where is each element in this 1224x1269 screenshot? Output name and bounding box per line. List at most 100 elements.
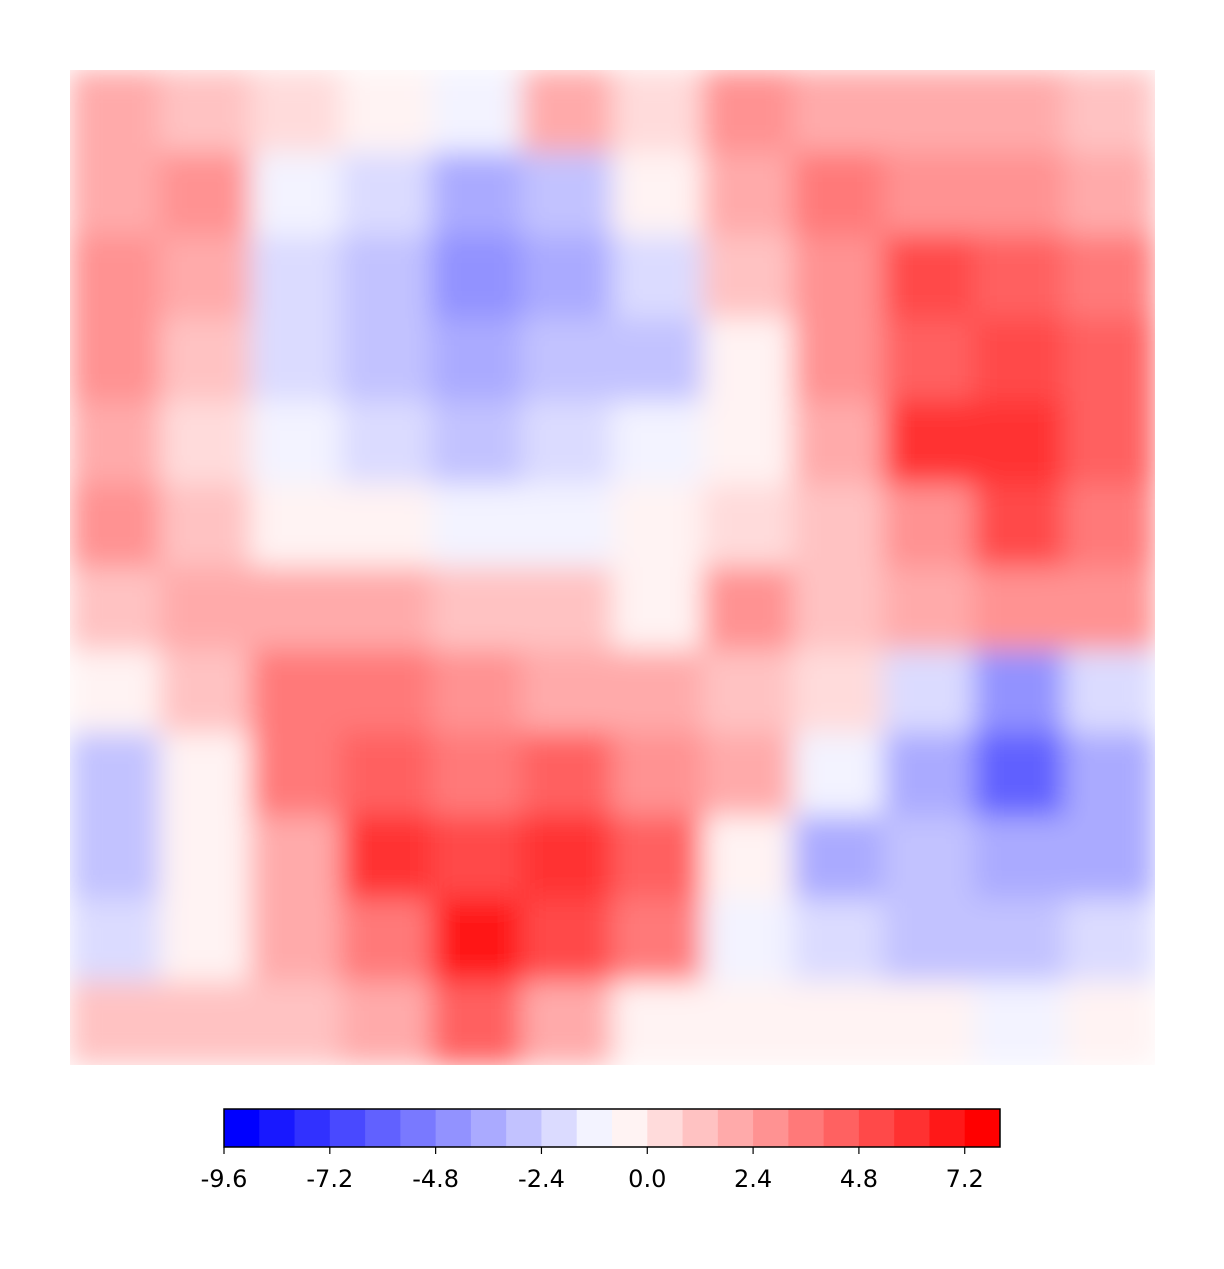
colorbar-segment	[823, 1109, 860, 1147]
colorbar-segment	[224, 1109, 260, 1147]
contour-cell	[340, 70, 433, 154]
contour-cell	[431, 898, 523, 983]
contour-cell	[612, 649, 704, 734]
contour-cell	[1064, 898, 1155, 983]
colorbar-tick-label: 4.8	[840, 1165, 878, 1193]
colorbar-segment	[929, 1109, 966, 1147]
contour-cell	[521, 898, 613, 983]
colorbar-tick-label: -2.4	[518, 1165, 565, 1193]
contour-cell	[883, 898, 975, 983]
contour-cell	[250, 981, 342, 1065]
contour-cell	[1064, 401, 1155, 486]
contour-cell	[612, 152, 704, 237]
contour-cell	[1064, 567, 1155, 651]
contour-cell	[340, 981, 433, 1065]
colorbar-tick-label: -7.2	[306, 1165, 353, 1193]
contour-cell	[521, 567, 613, 651]
colorbar-segment	[259, 1109, 296, 1147]
contour-cell	[521, 401, 613, 486]
colorbar-segment	[858, 1109, 895, 1147]
contour-cell	[883, 401, 975, 486]
contour-cell	[973, 815, 1066, 900]
contour-cell	[883, 152, 975, 237]
contour-cell	[612, 732, 704, 817]
colorbar-segment	[753, 1109, 789, 1147]
colorbar-segment	[894, 1109, 930, 1147]
contour-cell	[521, 732, 613, 817]
colorbar-segment	[788, 1109, 825, 1147]
contour-cell	[973, 401, 1066, 486]
colorbar-segment	[682, 1109, 719, 1147]
contour-cell	[431, 318, 523, 403]
contour-cell	[431, 235, 523, 320]
colorbar-segment	[329, 1109, 366, 1147]
contour-cell	[702, 401, 794, 486]
colorbar-segment	[576, 1109, 613, 1147]
contour-cell	[702, 732, 794, 817]
contour-cell	[431, 815, 523, 900]
contour-cell	[702, 70, 794, 154]
contour-cell	[159, 318, 252, 403]
contour-cell	[792, 235, 885, 320]
colorbar-tick-label: 0.0	[628, 1165, 666, 1193]
contour-cell	[1064, 318, 1155, 403]
contour-cell	[250, 70, 342, 154]
contour-field	[70, 70, 1155, 1065]
contour-cell	[883, 732, 975, 817]
contour-cell	[70, 981, 161, 1065]
contour-cell	[792, 981, 885, 1065]
contour-cell	[340, 732, 433, 817]
contour-cell	[973, 732, 1066, 817]
contour-cell	[612, 981, 704, 1065]
contour-cell	[883, 567, 975, 651]
contour-cell	[250, 152, 342, 237]
contour-cell	[250, 235, 342, 320]
contour-cell	[973, 70, 1066, 154]
contour-cell	[883, 484, 975, 568]
colorbar-tick-label: 2.4	[734, 1165, 772, 1193]
contour-cell	[70, 70, 161, 154]
colorbar-segment	[717, 1109, 754, 1147]
contour-cell	[340, 484, 433, 568]
contour-cell	[340, 401, 433, 486]
contour-cell	[70, 235, 161, 320]
contour-cell	[883, 815, 975, 900]
contour-cell	[340, 567, 433, 651]
contour-cell	[159, 815, 252, 900]
contour-cell	[159, 898, 252, 983]
contour-cell	[612, 318, 704, 403]
contour-cell	[250, 484, 342, 568]
contour-cell	[159, 649, 252, 734]
contour-cell	[340, 815, 433, 900]
contour-cell	[1064, 484, 1155, 568]
contour-cell	[1064, 70, 1155, 154]
contour-cell	[702, 649, 794, 734]
contour-cell	[883, 981, 975, 1065]
contour-cell	[521, 981, 613, 1065]
contour-cell	[1064, 152, 1155, 237]
contour-cell	[612, 401, 704, 486]
colorbar: -9.6 -7.2 -4.8 -2.4 0.0 2.4 4.8 7.2	[201, 1108, 1001, 1193]
contour-cell	[521, 152, 613, 237]
contour-cell	[883, 70, 975, 154]
contour-cell	[250, 401, 342, 486]
contour-cell	[702, 567, 794, 651]
contour-cell	[340, 318, 433, 403]
colorbar-segment	[365, 1109, 401, 1147]
contour-cell	[159, 70, 252, 154]
contour-cell	[521, 815, 613, 900]
colorbar-segment	[612, 1109, 648, 1147]
contour-cell	[612, 815, 704, 900]
contour-cell	[521, 484, 613, 568]
contour-cell	[250, 815, 342, 900]
contour-cell	[883, 649, 975, 734]
contour-cell	[702, 815, 794, 900]
colorbar-segment	[541, 1109, 578, 1147]
contour-cell	[973, 235, 1066, 320]
contour-cell	[159, 732, 252, 817]
contour-cell	[70, 152, 161, 237]
contour-cell	[702, 318, 794, 403]
contour-cell	[340, 235, 433, 320]
contour-cell	[973, 981, 1066, 1065]
